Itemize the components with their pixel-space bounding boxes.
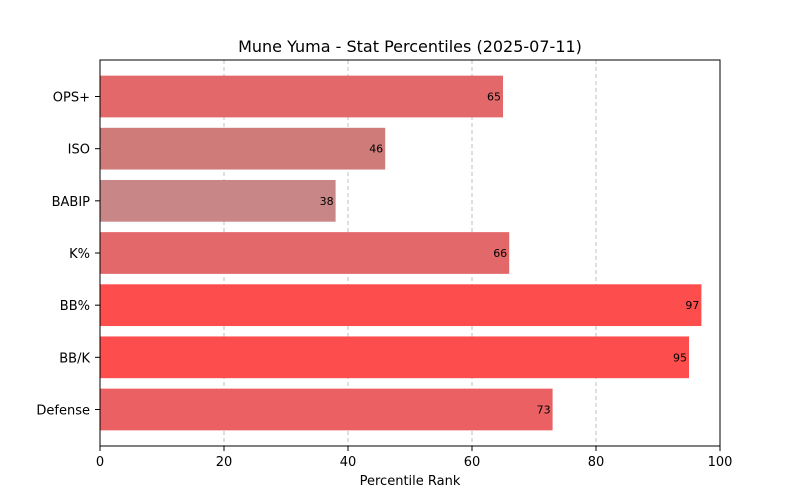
axis-ticks: 0 20 40 60 80 100 OPS+ ISO BABIP K% BB% BB/K Defense bbox=[36, 91, 732, 470]
x-tick-label-80: 80 bbox=[588, 455, 605, 470]
y-tick-label-ops: OPS+ bbox=[53, 91, 90, 106]
x-tick-label-20: 20 bbox=[216, 455, 233, 470]
bar-bb-k bbox=[100, 336, 689, 379]
y-tick-label-babip: BABIP bbox=[52, 195, 91, 210]
x-tick-label-40: 40 bbox=[340, 455, 357, 470]
x-tick-label-100: 100 bbox=[708, 455, 733, 470]
value-label-iso: 46 bbox=[369, 143, 383, 156]
bar-defense bbox=[100, 388, 553, 431]
bar-k bbox=[100, 232, 510, 274]
x-tick-label-0: 0 bbox=[96, 455, 104, 470]
x-axis-label: Percentile Rank bbox=[360, 474, 461, 489]
value-label-defense: 73 bbox=[537, 403, 551, 416]
x-tick-label-60: 60 bbox=[464, 455, 481, 470]
bar-ops bbox=[100, 75, 503, 118]
value-label-ops: 65 bbox=[487, 91, 501, 104]
value-label-babip: 38 bbox=[320, 195, 334, 208]
bars: 65 46 38 66 97 95 73 bbox=[100, 75, 702, 431]
y-tick-label-iso: ISO bbox=[68, 143, 90, 158]
bar-bb bbox=[100, 284, 702, 327]
y-tick-label-defense: Defense bbox=[36, 403, 90, 418]
bar-iso bbox=[100, 127, 386, 170]
value-label-bb-k: 95 bbox=[673, 351, 687, 364]
y-tick-label-bb: BB% bbox=[60, 299, 90, 314]
value-label-bb: 97 bbox=[685, 299, 699, 312]
bar-babip bbox=[100, 179, 336, 222]
y-tick-label-k: K% bbox=[69, 247, 90, 262]
value-label-k: 66 bbox=[493, 247, 507, 260]
chart-title: Mune Yuma - Stat Percentiles (2025-07-11… bbox=[238, 37, 582, 56]
y-tick-label-bb-k: BB/K bbox=[59, 351, 90, 366]
